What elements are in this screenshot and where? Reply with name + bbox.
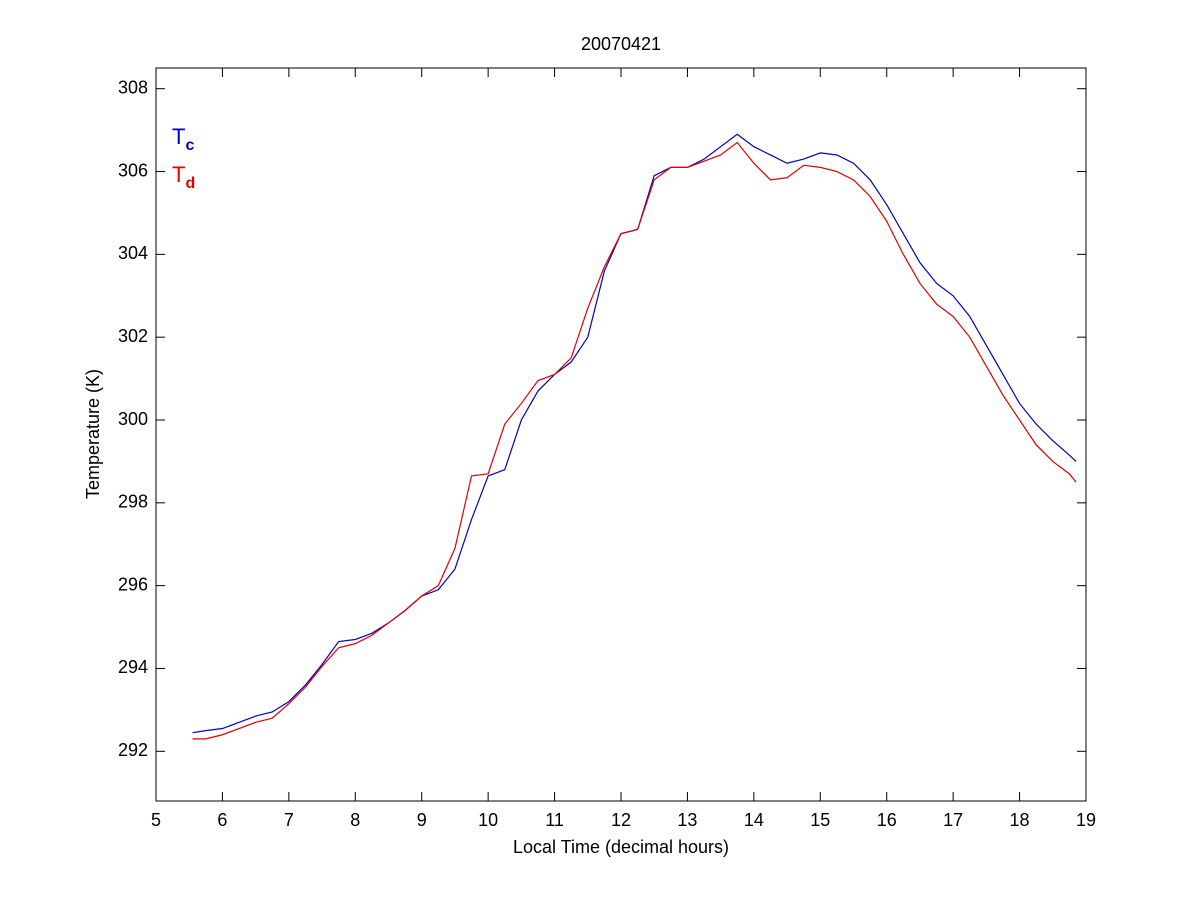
x-tick-label: 7 [284, 810, 294, 830]
legend-entry: Td [172, 162, 195, 192]
y-axis-label: Temperature (K) [83, 369, 103, 499]
x-tick-label: 18 [1010, 810, 1030, 830]
x-axis-label: Local Time (decimal hours) [513, 837, 729, 857]
x-tick-label: 10 [478, 810, 498, 830]
y-tick-label: 296 [118, 574, 148, 594]
plot-frame [155, 67, 1087, 802]
y-tick-label: 292 [118, 740, 148, 760]
x-tick-label: 5 [151, 810, 161, 830]
x-tick-label: 8 [350, 810, 360, 830]
x-tick-label: 13 [677, 810, 697, 830]
x-tick-label: 15 [810, 810, 830, 830]
legend-entry: Tc [172, 124, 194, 154]
y-tick-label: 304 [118, 243, 148, 263]
y-tick-label: 298 [118, 492, 148, 512]
y-tick-label: 306 [118, 160, 148, 180]
y-tick-label: 294 [118, 657, 148, 677]
legend-entry-subscript: c [185, 137, 194, 154]
data-line [192, 141, 1077, 740]
x-tick-label: 9 [417, 810, 427, 830]
x-tick-label: 14 [744, 810, 764, 830]
x-tick-label: 17 [943, 810, 963, 830]
y-tick-label: 302 [118, 326, 148, 346]
x-tick-label: 12 [611, 810, 631, 830]
x-tick-label: 16 [877, 810, 897, 830]
y-tick-label: 300 [118, 409, 148, 429]
legend-entry-main: T [172, 162, 185, 187]
x-tick-label: 6 [217, 810, 227, 830]
chart-title: 20070421 [581, 34, 661, 54]
legend-entry-subscript: d [185, 175, 195, 192]
x-tick-label: 19 [1076, 810, 1096, 830]
legend-entry-main: T [172, 124, 185, 149]
x-tick-label: 11 [545, 810, 564, 830]
y-tick-label: 308 [118, 77, 148, 97]
